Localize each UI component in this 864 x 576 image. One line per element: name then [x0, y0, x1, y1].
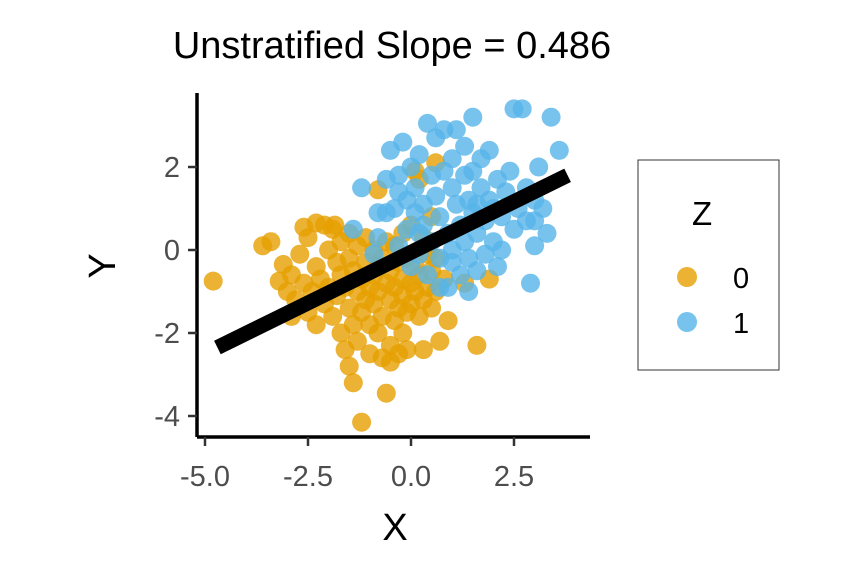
x-tick-label: -2.5	[283, 461, 333, 493]
point-z0-104	[325, 215, 345, 235]
legend-key-1	[677, 312, 697, 332]
point-z1-21	[418, 265, 437, 285]
point-z1-27	[430, 207, 450, 227]
point-z0-97	[438, 311, 458, 331]
point-z0-40	[352, 412, 372, 432]
point-z1-54	[479, 140, 499, 160]
point-z1-40	[455, 136, 475, 156]
point-z0-37	[347, 331, 367, 351]
point-z1-78	[430, 277, 450, 297]
point-z0-99	[467, 335, 487, 355]
point-z1-57	[488, 257, 507, 277]
point-z1-75	[525, 211, 545, 231]
y-axis-title: Y	[82, 253, 124, 278]
point-z1-76	[492, 240, 512, 260]
point-z0-106	[380, 352, 400, 372]
point-z0-91	[422, 298, 442, 318]
point-z1-72	[537, 223, 557, 243]
point-z1-33	[442, 149, 462, 169]
point-z1-36	[446, 120, 466, 140]
point-z0-53	[368, 323, 388, 343]
point-z1-69	[525, 236, 545, 256]
point-z1-1	[352, 178, 372, 198]
point-z0-107	[413, 340, 433, 360]
point-z1-73	[541, 107, 561, 127]
point-z0-34	[343, 373, 363, 393]
legend-title: Z	[692, 195, 712, 232]
point-z1-74	[549, 140, 569, 160]
x-tick-label: 0.0	[391, 461, 431, 493]
point-z0-20	[323, 306, 343, 326]
point-z1-20	[418, 113, 437, 133]
point-z1-70	[529, 157, 549, 177]
point-z1-0	[343, 219, 363, 239]
plot-panel	[203, 99, 571, 432]
y-tick-label: 0	[164, 235, 180, 267]
point-z0-31	[339, 356, 359, 376]
point-z1-25	[426, 186, 446, 206]
point-z0-75	[397, 340, 417, 360]
y-axis-ticks: -4 -2 0 2	[154, 152, 197, 433]
point-z1-67	[521, 273, 540, 293]
legend-box	[637, 159, 780, 371]
regression-line-layer	[214, 168, 571, 355]
point-z1-32	[442, 178, 462, 198]
point-z1-9	[393, 132, 413, 152]
point-z0-72	[393, 323, 413, 343]
point-z1-82	[467, 194, 487, 214]
chart-title: Unstratified Slope = 0.486	[173, 25, 611, 67]
y-tick-label: -4	[154, 401, 180, 433]
legend-key-0	[677, 267, 697, 287]
point-z1-64	[512, 99, 532, 119]
point-z1-80	[389, 182, 409, 202]
x-axis-ticks: -5.0 -2.5 0.0 2.5	[180, 437, 534, 493]
point-z1-17	[409, 145, 429, 165]
y-tick-label: 2	[164, 152, 180, 184]
point-z0-0	[203, 271, 223, 291]
x-tick-label: -5.0	[180, 461, 230, 493]
y-tick-label: -2	[154, 318, 180, 350]
point-z1-15	[405, 178, 425, 198]
regression-line	[214, 168, 571, 355]
point-z0-59	[376, 383, 396, 403]
point-z0-103	[306, 213, 326, 233]
point-z1-44	[463, 107, 483, 127]
point-z0-13	[306, 315, 326, 335]
point-z1-77	[459, 282, 479, 301]
point-z0-95	[430, 331, 450, 351]
x-axis-title: X	[382, 507, 407, 549]
point-z1-2	[364, 244, 384, 264]
legend-label-0: 0	[733, 263, 749, 295]
legend-label-1: 1	[733, 308, 749, 340]
point-z1-85	[368, 203, 388, 223]
point-z1-48	[467, 261, 487, 281]
legend: Z 0 1	[637, 159, 780, 371]
point-z1-60	[500, 161, 520, 181]
point-z0-7	[290, 244, 310, 264]
point-z1-79	[442, 252, 462, 272]
point-z0-101	[253, 236, 273, 256]
x-tick-label: 2.5	[494, 461, 534, 493]
point-z1-3	[368, 228, 388, 248]
